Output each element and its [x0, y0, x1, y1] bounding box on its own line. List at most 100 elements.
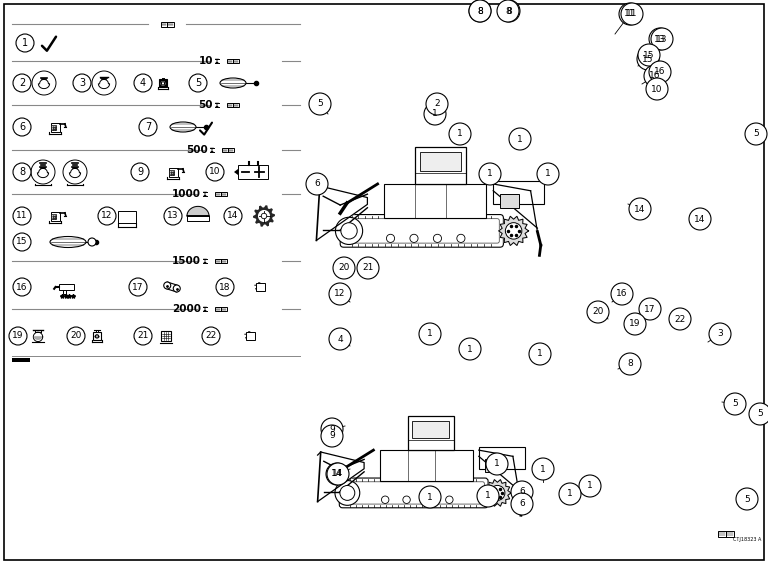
Polygon shape [484, 479, 511, 506]
Bar [415, 147, 466, 184]
Circle shape [216, 278, 234, 296]
Circle shape [13, 278, 31, 296]
Circle shape [139, 118, 157, 136]
Text: 9: 9 [329, 431, 335, 440]
Text: 2000: 2000 [172, 304, 201, 314]
Bar [170, 170, 174, 175]
Bar [187, 216, 209, 221]
Text: 21: 21 [362, 263, 374, 272]
Bar [161, 21, 167, 27]
Text: 7: 7 [145, 122, 151, 132]
Bar [227, 59, 233, 63]
Bar [233, 59, 239, 63]
Text: 13: 13 [167, 212, 179, 221]
Text: 1: 1 [427, 329, 433, 338]
Text: 20: 20 [339, 263, 349, 272]
Bar [51, 125, 56, 130]
Circle shape [611, 283, 633, 305]
Circle shape [386, 234, 395, 243]
Circle shape [449, 123, 471, 145]
Circle shape [587, 301, 609, 323]
Circle shape [258, 210, 270, 222]
Text: 18: 18 [219, 283, 230, 292]
FancyBboxPatch shape [344, 219, 499, 243]
Polygon shape [493, 180, 545, 204]
Circle shape [511, 481, 533, 503]
Circle shape [336, 217, 362, 244]
Text: 9: 9 [137, 167, 143, 177]
Circle shape [92, 71, 116, 95]
Text: 8: 8 [506, 7, 512, 15]
Bar [161, 331, 171, 341]
Circle shape [206, 163, 224, 181]
Circle shape [13, 74, 31, 92]
Text: 1: 1 [494, 460, 500, 469]
Circle shape [537, 163, 559, 185]
Text: 5: 5 [744, 495, 750, 504]
Circle shape [410, 234, 418, 243]
Circle shape [649, 61, 671, 83]
Polygon shape [215, 61, 219, 63]
Circle shape [67, 327, 85, 345]
Circle shape [457, 234, 465, 243]
Circle shape [329, 328, 351, 350]
Circle shape [629, 198, 651, 220]
Circle shape [333, 257, 355, 279]
Circle shape [309, 93, 331, 115]
Text: 1: 1 [545, 170, 551, 178]
Circle shape [669, 308, 691, 330]
Bar [408, 416, 454, 450]
Text: 8: 8 [505, 7, 511, 15]
Bar [726, 531, 734, 537]
Text: 1: 1 [432, 109, 438, 118]
Circle shape [497, 0, 519, 22]
Bar [412, 421, 449, 438]
Circle shape [202, 327, 220, 345]
Bar [215, 307, 221, 311]
Ellipse shape [50, 236, 86, 248]
Polygon shape [498, 217, 528, 245]
Circle shape [469, 0, 491, 22]
Circle shape [619, 353, 641, 375]
Text: 4: 4 [140, 78, 146, 88]
Bar [51, 214, 56, 219]
Text: 12: 12 [101, 212, 113, 221]
Text: 1500: 1500 [172, 256, 201, 266]
Polygon shape [33, 332, 43, 342]
Polygon shape [187, 206, 209, 216]
Circle shape [382, 496, 389, 504]
Text: 16: 16 [654, 68, 666, 77]
Text: 6: 6 [519, 487, 525, 496]
Text: 8: 8 [477, 7, 483, 15]
Bar [51, 212, 59, 222]
Text: 1: 1 [540, 465, 546, 474]
Circle shape [426, 93, 448, 115]
Circle shape [511, 493, 533, 515]
Text: 50: 50 [198, 100, 213, 110]
Text: 13: 13 [654, 34, 666, 43]
Circle shape [749, 403, 768, 425]
Text: 14: 14 [333, 469, 344, 478]
Bar [221, 192, 227, 196]
Text: 1: 1 [537, 350, 543, 359]
Polygon shape [210, 150, 214, 152]
Circle shape [424, 103, 446, 125]
Circle shape [164, 207, 182, 225]
Text: 22: 22 [205, 332, 217, 341]
Circle shape [13, 163, 31, 181]
Text: 1: 1 [457, 130, 463, 139]
Circle shape [490, 486, 505, 500]
Text: 12: 12 [334, 289, 346, 298]
Text: 20: 20 [592, 307, 604, 316]
Polygon shape [203, 307, 207, 309]
Circle shape [131, 163, 149, 181]
Circle shape [689, 208, 711, 230]
Circle shape [619, 3, 641, 25]
Circle shape [579, 475, 601, 497]
Circle shape [134, 327, 152, 345]
Text: 2: 2 [434, 99, 440, 108]
Circle shape [644, 65, 666, 87]
Polygon shape [316, 186, 367, 240]
Polygon shape [318, 452, 364, 501]
Text: 17: 17 [132, 283, 144, 292]
